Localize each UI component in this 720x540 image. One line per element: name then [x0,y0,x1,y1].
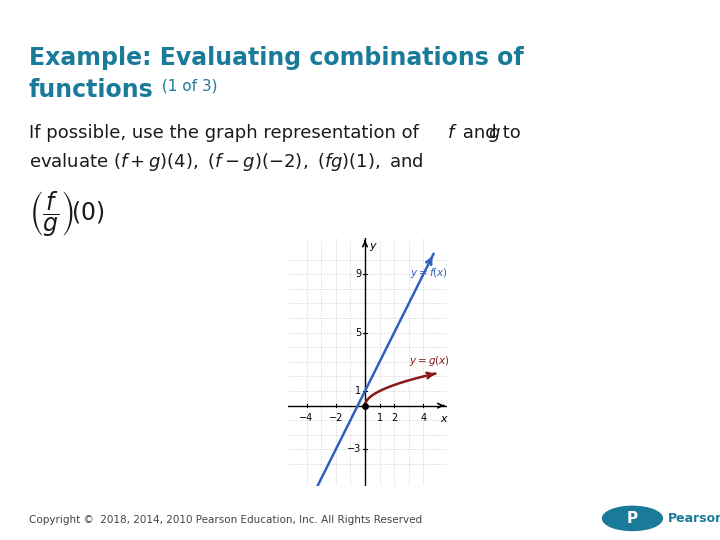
Text: 9: 9 [355,269,361,279]
Text: to: to [497,124,521,142]
Text: f: f [448,124,454,142]
Text: functions: functions [29,78,153,102]
Text: $y = g(x)$: $y = g(x)$ [409,354,450,368]
Text: If possible, use the graph representation of: If possible, use the graph representatio… [29,124,424,142]
Text: evaluate $(f + g)(4),\ (f - g)(-2),\ (fg)(1),$ and: evaluate $(f + g)(4),\ (f - g)(-2),\ (fg… [29,151,423,173]
Text: 5: 5 [355,328,361,338]
Text: 1: 1 [377,413,383,423]
Text: $y$: $y$ [369,240,378,253]
Text: $\left(\dfrac{f}{g}\right)\!(0)$: $\left(\dfrac{f}{g}\right)\!(0)$ [29,190,104,239]
Text: $x$: $x$ [440,414,449,424]
Text: Copyright ©  2018, 2014, 2010 Pearson Education, Inc. All Rights Reserved: Copyright © 2018, 2014, 2010 Pearson Edu… [29,515,422,525]
Text: Example: Evaluating combinations of: Example: Evaluating combinations of [29,46,523,70]
Circle shape [603,507,662,530]
Text: P: P [627,511,638,526]
Text: −4: −4 [300,413,314,423]
Text: −2: −2 [328,413,343,423]
Text: $y = f(x)$: $y = f(x)$ [410,266,449,280]
Text: g: g [489,124,500,142]
Text: 4: 4 [420,413,426,423]
Text: (1 of 3): (1 of 3) [157,78,217,93]
Text: and: and [457,124,503,142]
Text: Pearson: Pearson [668,512,720,525]
Text: 2: 2 [391,413,397,423]
Text: −3: −3 [347,444,361,455]
Text: 1: 1 [355,386,361,396]
